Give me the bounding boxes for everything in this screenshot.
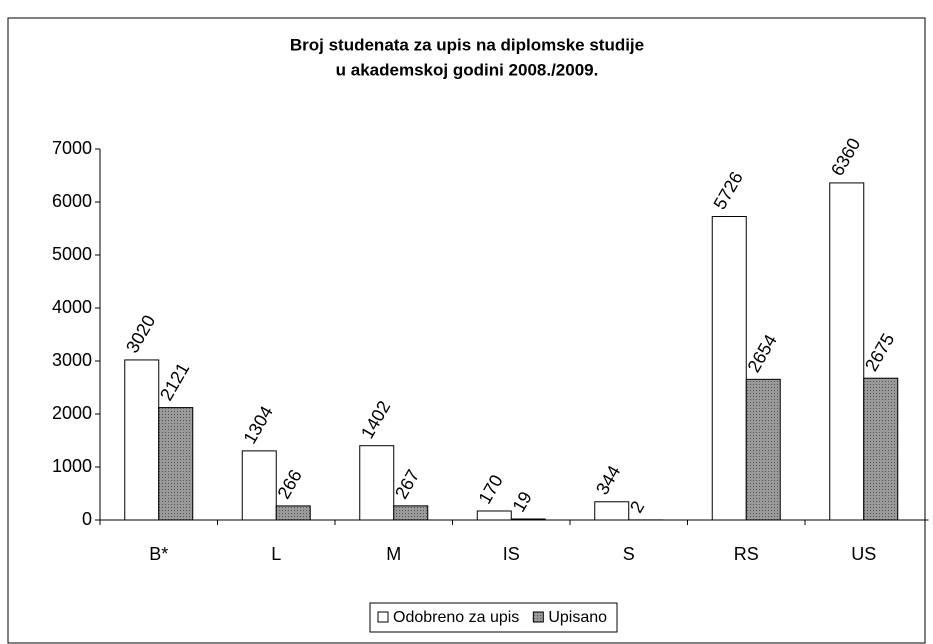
- bar: [711, 216, 747, 521]
- x-tick-label: M: [386, 544, 401, 564]
- x-tick-label: RS: [734, 544, 759, 564]
- bar: [745, 378, 781, 521]
- y-tick-label: 7000: [52, 138, 92, 158]
- bar: [829, 182, 865, 521]
- bar: [476, 510, 512, 521]
- y-tick-label: 0: [82, 509, 92, 529]
- bar: [359, 445, 395, 521]
- chart-border: [7, 17, 926, 644]
- legend-swatch: [532, 611, 544, 623]
- y-tick-label: 6000: [52, 191, 92, 211]
- bar: [393, 505, 429, 521]
- chart-title: u akademskoj godini 2008./2009.: [336, 60, 599, 79]
- x-tick-label: B*: [149, 544, 168, 564]
- bar: [241, 450, 277, 521]
- legend-label: Upisano: [548, 609, 607, 626]
- bar: [158, 407, 194, 521]
- bar: [594, 501, 630, 521]
- bar: [510, 518, 546, 521]
- bar: [124, 359, 160, 521]
- y-tick-label: 3000: [52, 350, 92, 370]
- x-tick-label: S: [623, 544, 635, 564]
- bar: [863, 377, 899, 521]
- x-tick-label: L: [271, 544, 281, 564]
- legend-label: Odobreno za upis: [393, 609, 519, 626]
- y-tick-label: 2000: [52, 403, 92, 423]
- legend-box: [369, 602, 618, 633]
- chart-title: Broj studenata za upis na diplomske stud…: [290, 35, 644, 54]
- y-tick-label: 1000: [52, 456, 92, 476]
- y-tick-label: 4000: [52, 297, 92, 317]
- legend-swatch: [377, 611, 389, 623]
- bar: [275, 505, 311, 521]
- x-tick-label: IS: [503, 544, 520, 564]
- y-tick-label: 5000: [52, 244, 92, 264]
- x-tick-label: US: [851, 544, 876, 564]
